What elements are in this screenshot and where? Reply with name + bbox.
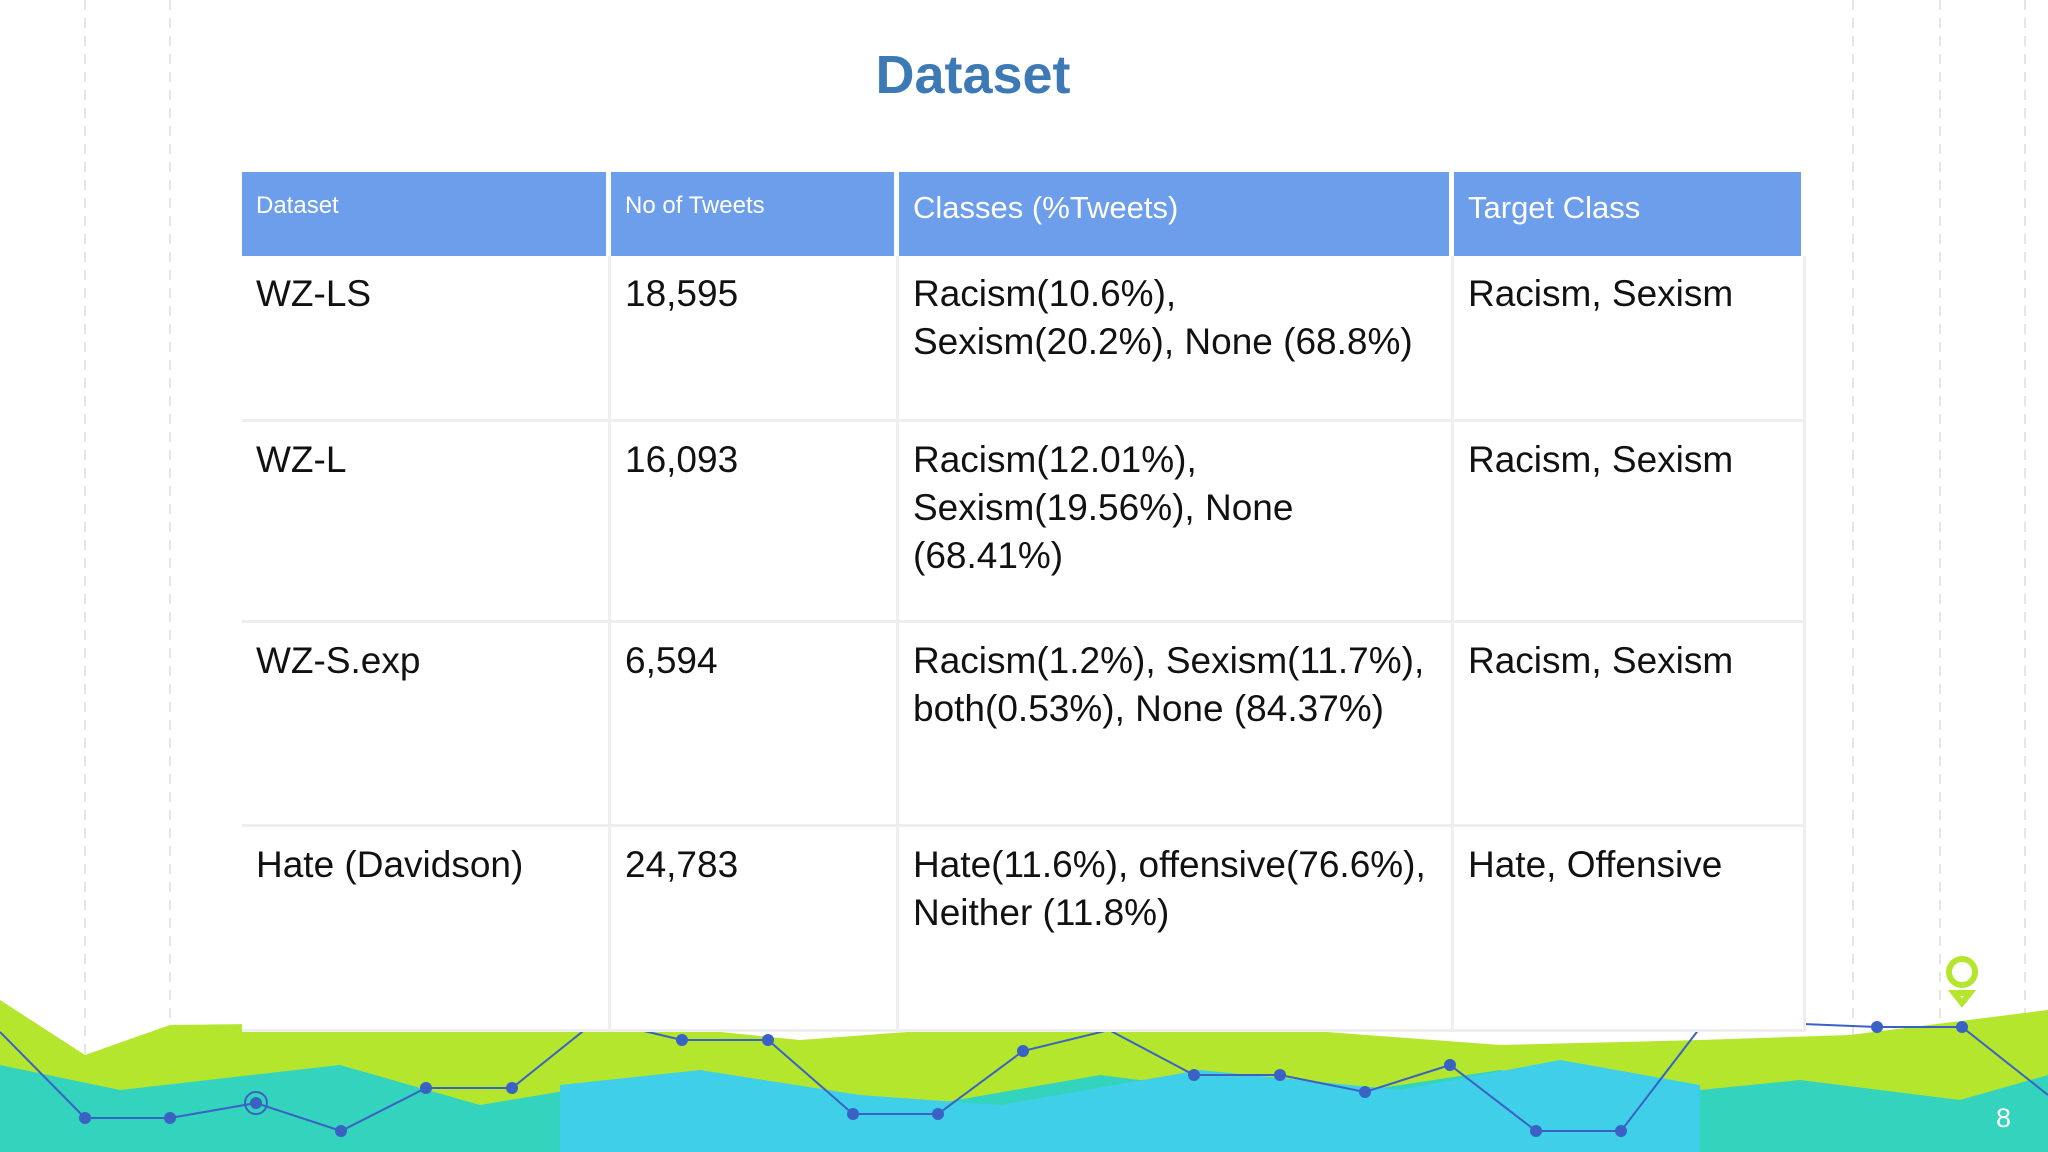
table-cell: Hate, Offensive [1454,827,1806,1032]
table-cell: Racism, Sexism [1454,623,1806,827]
header-row: Dataset No of Tweets Classes (%Tweets) Targ… [242,172,1806,256]
table-row: WZ-LS 18,595 Racism(10.6%), Sexism(20.2%),… [242,256,1806,422]
header-cell: Dataset [242,172,611,256]
table-cell: WZ-LS [242,256,611,422]
header-cell: Classes (%Tweets) [899,172,1454,256]
slide-title: Dataset [875,45,1071,105]
header-cell: Target Class [1454,172,1806,256]
table-cell: WZ-L [242,422,611,623]
table-cell: 16,093 [611,422,899,623]
table-cell: WZ-S.exp [242,623,611,827]
table-row: WZ-S.exp 6,594 Racism(1.2%), Sexism(11.7%)… [242,623,1806,827]
table: Dataset No of Tweets Classes (%Tweets) Targ… [242,172,1806,1032]
marker-ring [244,1091,268,1115]
page-number: 8 [1996,1103,2012,1133]
grid-decoration [84,0,2026,1152]
table-cell: 18,595 [611,256,899,422]
blue-wave [560,1060,1700,1152]
table-cell: Hate (Davidson) [242,827,611,1032]
table-row: Hate (Davidson) 24,783 Hate(11.6%), offens… [242,827,1806,1032]
table-cell: Hate(11.6%), offensive(76.6%), Neither (… [899,827,1454,1032]
table-cell: Racism(12.01%), Sexism(19.56%), None (68… [899,422,1454,623]
header-cell: No of Tweets [611,172,899,256]
table-cell: Racism, Sexism [1454,256,1806,422]
table-cell: 24,783 [611,827,899,1032]
location-pin [1946,956,1979,1008]
table-cell: 6,594 [611,623,899,827]
table-row: WZ-L 16,093 Racism(12.01%), Sexism(19.56%)… [242,422,1806,623]
trend-line [0,1018,2048,1133]
table-cell: Racism(1.2%), Sexism(11.7%), both(0.53%)… [899,623,1454,827]
table-cell: Racism, Sexism [1454,422,1806,623]
table-cell: Racism(10.6%), Sexism(20.2%), None (68.8… [899,256,1454,422]
trend-points [79,1021,1968,1137]
